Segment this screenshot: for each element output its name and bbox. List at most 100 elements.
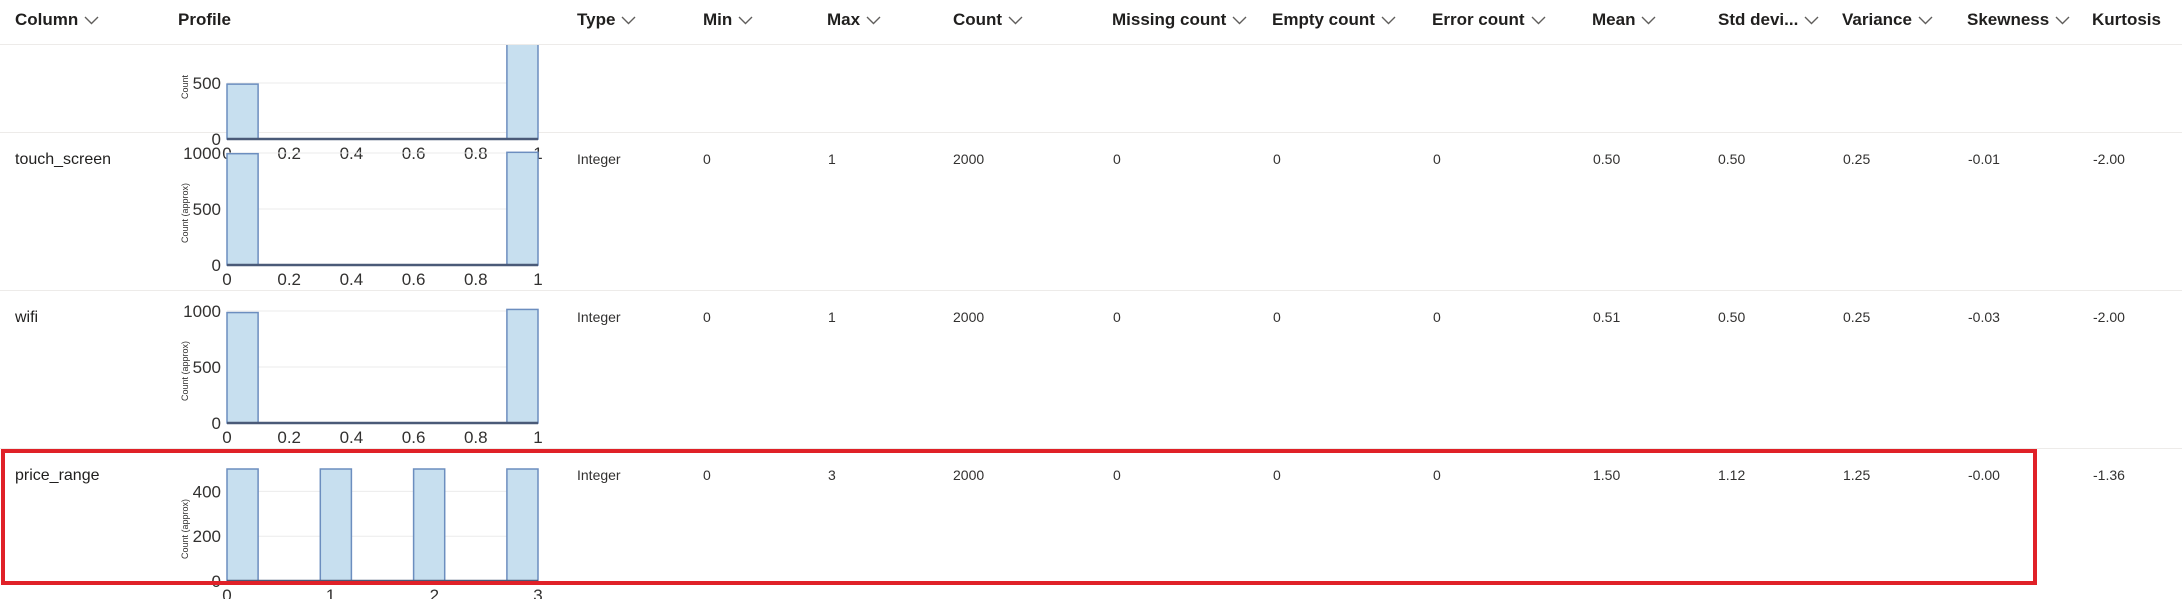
chevron-down-icon[interactable] (1008, 16, 1023, 25)
chevron-down-icon[interactable] (738, 16, 753, 25)
chevron-down-icon[interactable] (866, 16, 881, 25)
header-empty-count[interactable]: Empty count (1272, 0, 1396, 40)
std-deviation-value: 0.50 (1718, 151, 1746, 167)
header-label: Skewness (1967, 10, 2050, 29)
error-count-value: 0 (1433, 467, 1441, 483)
kurtosis-value: -2.00 (2093, 309, 2125, 325)
max-value: 1 (828, 151, 836, 167)
header-max[interactable]: Max (827, 0, 881, 40)
column-name: price_range (15, 467, 100, 484)
table-row[interactable]: touch_screen 0 500 1000 0 0.2 0.4 0.6 0.8 1 Count… (0, 133, 2182, 291)
mean-value: 1.50 (1593, 467, 1621, 483)
missing-count-value: 0 (1113, 467, 1121, 483)
table-row[interactable]: price_range 0 200 400 0 1 2 3 Count (approx) In… (0, 449, 2182, 599)
count-value: 2000 (953, 309, 985, 325)
y-tick-label: 0 (212, 130, 221, 149)
header-label: Variance (1842, 10, 1912, 29)
y-tick-label: 500 (193, 200, 221, 219)
histogram-bar[interactable] (506, 308, 539, 424)
kurtosis-value: -1.36 (2093, 467, 2125, 483)
header-label: Column (15, 10, 79, 29)
count-value: 2000 (953, 151, 985, 167)
header-kurtosis[interactable]: Kurtosis (2092, 0, 2161, 40)
empty-count-value: 0 (1273, 467, 1281, 483)
chevron-down-icon[interactable] (1641, 16, 1656, 25)
missing-count-value: 0 (1113, 309, 1121, 325)
header-variance[interactable]: Variance (1842, 0, 1933, 40)
x-tick-label: 0 (222, 586, 231, 599)
chevron-down-icon[interactable] (1531, 16, 1546, 25)
header-missing-count[interactable]: Missing count (1112, 0, 1247, 40)
x-tick-label: 0.2 (277, 428, 301, 447)
header-error-count[interactable]: Error count (1432, 0, 1546, 40)
variance-value: 0.25 (1843, 151, 1871, 167)
histogram-bar[interactable] (226, 468, 259, 582)
x-tick-label: 0 (222, 428, 231, 447)
header-label: Min (703, 10, 733, 29)
header-column[interactable]: Column (15, 0, 99, 40)
header-profile: Profile (178, 0, 231, 40)
header-min[interactable]: Min (703, 0, 753, 40)
table-header: Column Profile Type Min Max Count Missin… (0, 0, 2182, 45)
header-label: Max (827, 10, 861, 29)
chevron-down-icon[interactable] (2055, 16, 2070, 25)
histogram-bar[interactable] (319, 468, 353, 582)
error-count-value: 0 (1433, 309, 1441, 325)
max-value: 1 (828, 309, 836, 325)
x-tick-label: 1 (533, 270, 542, 289)
missing-count-value: 0 (1113, 151, 1121, 167)
histogram-bar[interactable] (226, 311, 259, 424)
count-value: 2000 (953, 467, 985, 483)
y-tick-label: 0 (212, 572, 221, 591)
histogram-chart: 0 500 1000 0 0.2 0.4 0.6 0.8 1 Count (approx) (180, 291, 543, 447)
y-tick-label: 0 (212, 414, 221, 433)
header-label: Missing count (1112, 10, 1227, 29)
header-skewness[interactable]: Skewness (1967, 0, 2070, 40)
variance-value: 0.25 (1843, 309, 1871, 325)
min-value: 0 (703, 467, 711, 483)
x-tick-label: 3 (533, 586, 542, 599)
header-type[interactable]: Type (577, 0, 636, 40)
skewness-value: -0.00 (1968, 467, 2000, 483)
histogram-bar[interactable] (506, 151, 539, 266)
header-label: Kurtosis (2092, 10, 2161, 29)
histogram-bar[interactable] (226, 152, 259, 266)
y-axis-label: Count (approx) (180, 183, 190, 243)
column-name: touch_screen (15, 151, 112, 168)
y-axis-label: Count (approx) (180, 499, 190, 559)
empty-count-value: 0 (1273, 151, 1281, 167)
skewness-value: -0.01 (1968, 151, 2000, 167)
chevron-down-icon[interactable] (84, 16, 99, 25)
x-tick-label: 0.2 (277, 270, 301, 289)
chevron-down-icon[interactable] (1804, 16, 1819, 25)
header-label: Error count (1432, 10, 1525, 29)
type-value: Integer (577, 309, 621, 325)
header-mean[interactable]: Mean (1592, 0, 1656, 40)
chevron-down-icon[interactable] (1232, 16, 1247, 25)
table-row[interactable]: wifi 0 500 1000 0 0.2 0.4 0.6 0.8 1 Count (approx… (0, 291, 2182, 449)
x-tick-label: 0.8 (464, 270, 488, 289)
chevron-down-icon[interactable] (1381, 16, 1396, 25)
header-label: Profile (178, 10, 231, 29)
chevron-down-icon[interactable] (621, 16, 636, 25)
type-value: Integer (577, 151, 621, 167)
x-tick-label: 1 (533, 428, 542, 447)
header-label: Mean (1592, 10, 1636, 29)
min-value: 0 (703, 151, 711, 167)
chevron-down-icon[interactable] (1918, 16, 1933, 25)
y-tick-label: 1000 (183, 144, 221, 163)
mean-value: 0.51 (1593, 309, 1621, 325)
variance-value: 1.25 (1843, 467, 1871, 483)
y-tick-label: 400 (193, 482, 221, 501)
y-tick-label: 0 (212, 256, 221, 275)
histogram-bar[interactable] (506, 468, 539, 582)
histogram-bar[interactable] (412, 468, 446, 582)
x-tick-label: 0.8 (464, 428, 488, 447)
mean-value: 0.50 (1593, 151, 1621, 167)
x-tick-label: 0.6 (402, 428, 426, 447)
header-std-deviation[interactable]: Std devi... (1718, 0, 1819, 40)
y-tick-label: 200 (193, 527, 221, 546)
histogram-bar[interactable] (226, 83, 259, 140)
header-count[interactable]: Count (953, 0, 1023, 40)
